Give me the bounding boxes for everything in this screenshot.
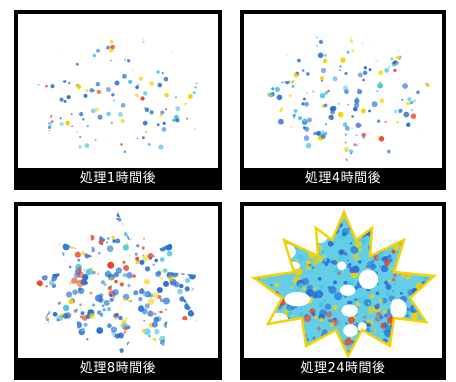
leaf-edge xyxy=(250,208,437,358)
leaf-speckles xyxy=(28,212,208,356)
leaf-svg-4h xyxy=(254,20,434,164)
leaf-image-4h xyxy=(244,14,442,168)
leaf-svg-1h xyxy=(28,20,207,164)
leaf-image-24h xyxy=(244,206,442,358)
leaf-speckles xyxy=(28,20,207,164)
panel-1h: 処理1時間後 xyxy=(14,10,222,190)
leaf-image-8h xyxy=(18,206,218,358)
panel-8h: 処理8時間後 xyxy=(14,202,222,380)
leaf-speckles xyxy=(254,20,434,164)
leaf-svg-8h xyxy=(28,212,208,356)
panel-caption-24h: 処理24時間後 xyxy=(300,361,386,376)
panel-caption-1h: 処理1時間後 xyxy=(79,171,157,186)
panel-caption-8h: 処理8時間後 xyxy=(79,361,157,376)
panel-24h: 処理24時間後 xyxy=(240,202,446,380)
leaf-image-1h xyxy=(18,14,218,168)
leaf-speckles xyxy=(254,212,434,356)
panel-caption-4h: 処理4時間後 xyxy=(304,171,382,186)
leaf-svg-24h xyxy=(250,208,437,358)
panel-4h: 処理4時間後 xyxy=(240,10,446,190)
